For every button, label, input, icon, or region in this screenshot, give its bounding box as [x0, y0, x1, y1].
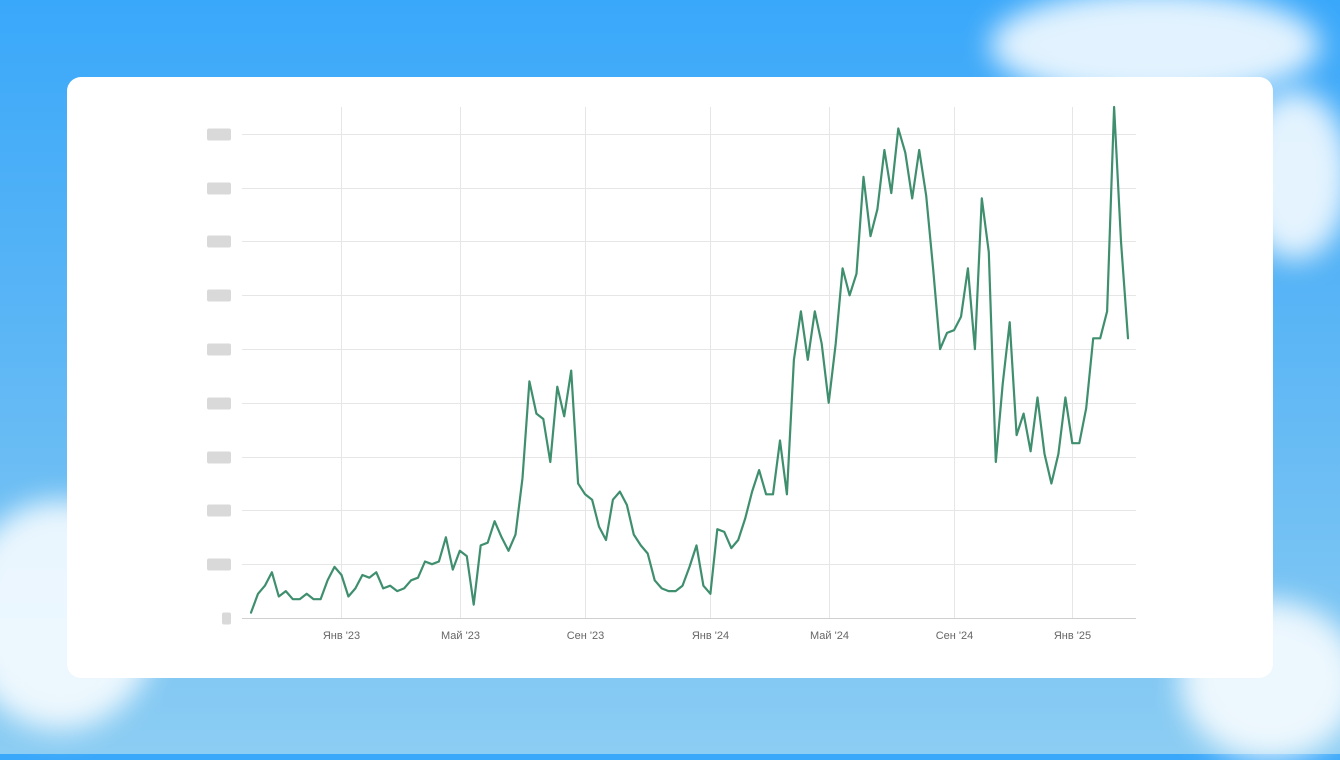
- x-tick-label: Янв '25: [1054, 630, 1091, 642]
- x-tick-labels: Янв '23 Май '23 Сен '23 Янв '24 Май '24 Сен '…: [323, 630, 1091, 642]
- x-tick-label: Май '24: [810, 630, 849, 642]
- y-tick-label-hidden: [207, 504, 231, 517]
- series-line: [249, 105, 1130, 614]
- y-tick-label-hidden: [207, 343, 231, 356]
- x-tick-label: Янв '23: [323, 630, 360, 642]
- y-tick-label-hidden: [207, 182, 231, 195]
- x-tick-label: Май '23: [441, 630, 480, 642]
- y-tick-labels: [207, 128, 231, 625]
- y-tick-label-hidden: [207, 289, 231, 302]
- y-tick-label-hidden: [207, 128, 231, 141]
- line-chart: Янв '23 Май '23 Сен '23 Янв '24 Май '24 Сен '…: [207, 105, 1136, 642]
- y-tick-label-hidden: [207, 235, 231, 248]
- y-tick-label-hidden: [207, 451, 231, 464]
- chart-card: Янв '23 Май '23 Сен '23 Янв '24 Май '24 Сен '…: [67, 77, 1273, 678]
- x-tick-label: Сен '23: [567, 630, 605, 642]
- x-gridlines: [341, 107, 1073, 618]
- y-tick-label-hidden: [207, 558, 231, 571]
- y-tick-label-hidden: [222, 612, 231, 625]
- x-tick-label: Сен '24: [936, 630, 974, 642]
- x-tick-label: Янв '24: [692, 630, 729, 642]
- y-gridlines: [242, 134, 1136, 619]
- y-tick-label-hidden: [207, 397, 231, 410]
